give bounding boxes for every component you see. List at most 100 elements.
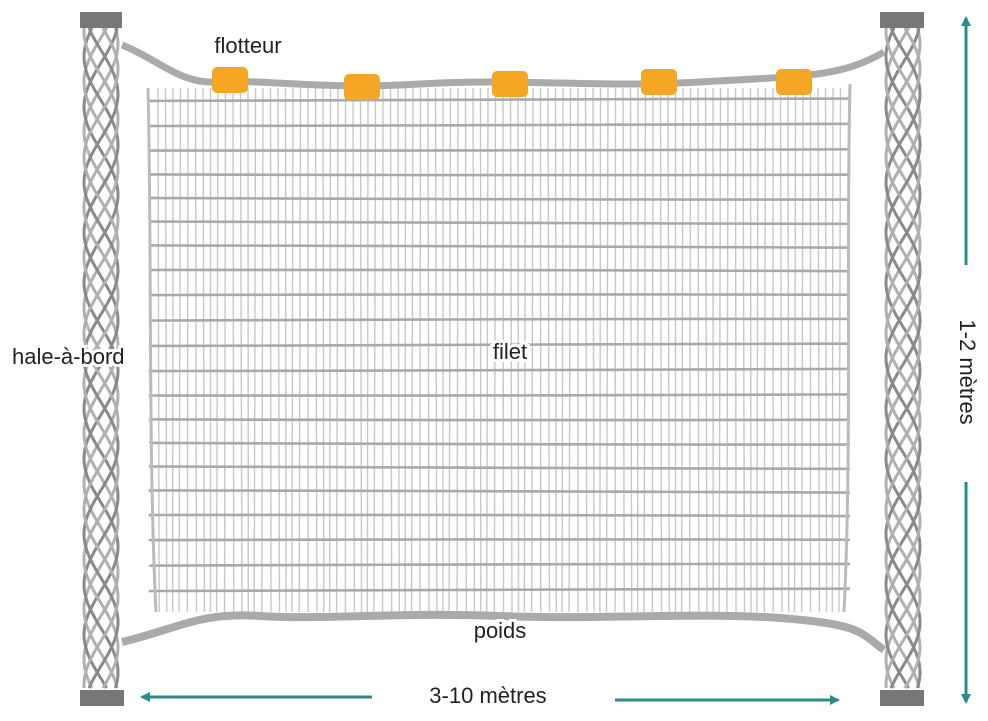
mesh-vertical bbox=[688, 87, 692, 613]
net-label: filet bbox=[493, 339, 527, 364]
mesh-vertical bbox=[352, 87, 356, 613]
side-line bbox=[842, 83, 852, 613]
mesh-vertical bbox=[704, 87, 708, 613]
mesh-vertical bbox=[749, 87, 752, 613]
side-line bbox=[146, 87, 158, 613]
cap bbox=[880, 690, 924, 706]
cap bbox=[880, 12, 924, 28]
mesh-vertical bbox=[410, 87, 414, 613]
cap bbox=[80, 12, 122, 28]
mesh-vertical bbox=[186, 87, 189, 613]
mesh-vertical bbox=[680, 87, 684, 613]
mesh-vertical bbox=[464, 87, 467, 613]
mesh-vertical bbox=[328, 87, 332, 613]
mesh-horizontal bbox=[148, 513, 851, 518]
mesh-horizontal bbox=[148, 293, 851, 297]
height-label: 1-2 mètres bbox=[955, 319, 980, 424]
mesh-vertical bbox=[667, 87, 671, 613]
mesh-vertical bbox=[726, 87, 729, 613]
rope-strand bbox=[884, 27, 922, 689]
mesh-vertical bbox=[568, 87, 572, 613]
mesh-horizontal bbox=[148, 367, 851, 373]
floats bbox=[212, 67, 812, 100]
mesh-vertical bbox=[800, 87, 804, 613]
mesh-vertical bbox=[284, 87, 287, 613]
float bbox=[641, 69, 677, 95]
mesh-vertical bbox=[718, 87, 722, 613]
mesh-vertical bbox=[232, 87, 235, 613]
mesh-vertical bbox=[202, 87, 206, 613]
mesh-vertical bbox=[817, 87, 821, 613]
mesh-vertical bbox=[366, 87, 369, 613]
mesh-horizontal bbox=[148, 418, 851, 422]
rope-strand bbox=[82, 27, 120, 689]
mesh-vertical bbox=[824, 87, 828, 613]
mesh-horizontal bbox=[148, 465, 851, 471]
mesh-vertical bbox=[434, 87, 438, 613]
mesh-horizontal bbox=[148, 317, 851, 322]
mesh-vertical bbox=[643, 87, 647, 613]
float-label: flotteur bbox=[214, 33, 281, 58]
mesh-vertical bbox=[253, 87, 257, 613]
mesh-horizontal bbox=[148, 562, 851, 567]
mesh-horizontal bbox=[148, 97, 851, 103]
mesh-vertical bbox=[456, 87, 459, 613]
mesh-vertical bbox=[629, 87, 633, 613]
mesh-vertical bbox=[592, 87, 595, 613]
mesh-vertical bbox=[763, 87, 767, 613]
net bbox=[148, 87, 851, 613]
mesh-vertical bbox=[298, 87, 302, 613]
rope-strand bbox=[884, 27, 922, 689]
mesh-horizontal bbox=[148, 173, 851, 177]
ropes bbox=[82, 27, 922, 689]
mesh-vertical bbox=[793, 87, 797, 613]
mesh-horizontal bbox=[148, 268, 851, 273]
mesh-vertical bbox=[734, 87, 737, 613]
mesh-vertical bbox=[427, 87, 430, 613]
mesh-horizontal bbox=[148, 122, 851, 128]
mesh-vertical bbox=[472, 87, 476, 613]
rope-strand bbox=[884, 27, 922, 689]
mesh-vertical bbox=[787, 87, 790, 613]
mesh-vertical bbox=[359, 87, 363, 613]
mesh-vertical bbox=[397, 87, 400, 613]
mesh-vertical bbox=[322, 87, 325, 613]
mesh-vertical bbox=[831, 87, 834, 613]
weight-label: poids bbox=[474, 618, 527, 643]
mesh-vertical bbox=[838, 87, 842, 613]
mesh-vertical bbox=[547, 87, 551, 613]
mesh-vertical bbox=[178, 87, 182, 613]
mesh-vertical bbox=[742, 87, 746, 613]
mesh-horizontal bbox=[148, 587, 851, 593]
rope-label: hale-à-bord bbox=[12, 344, 125, 369]
mesh-vertical bbox=[659, 87, 663, 613]
float bbox=[492, 71, 528, 97]
head-line bbox=[120, 41, 886, 90]
mesh-vertical bbox=[584, 87, 588, 613]
rope-strand bbox=[82, 27, 120, 689]
mesh-vertical bbox=[223, 87, 227, 613]
mesh-vertical bbox=[554, 87, 557, 613]
mesh-vertical bbox=[291, 87, 294, 613]
mesh-vertical bbox=[194, 87, 198, 613]
mesh-vertical bbox=[419, 87, 422, 613]
mesh-vertical bbox=[164, 87, 168, 613]
mesh-vertical bbox=[335, 87, 339, 613]
mesh-vertical bbox=[277, 87, 281, 613]
rope-strand bbox=[884, 27, 922, 689]
mesh-vertical bbox=[530, 87, 534, 613]
mesh-horizontal bbox=[148, 244, 851, 249]
mesh-vertical bbox=[261, 87, 264, 613]
mesh-vertical bbox=[756, 87, 759, 613]
mesh-vertical bbox=[373, 87, 377, 613]
mesh-horizontal bbox=[148, 342, 851, 348]
mesh-horizontal bbox=[148, 393, 851, 397]
cap bbox=[80, 690, 124, 706]
rope-strand bbox=[82, 27, 120, 689]
mesh-vertical bbox=[622, 87, 625, 613]
mesh-horizontal bbox=[148, 220, 851, 226]
mesh-horizontal bbox=[148, 441, 851, 446]
rope-caps bbox=[80, 12, 924, 706]
mesh-vertical bbox=[697, 87, 700, 613]
